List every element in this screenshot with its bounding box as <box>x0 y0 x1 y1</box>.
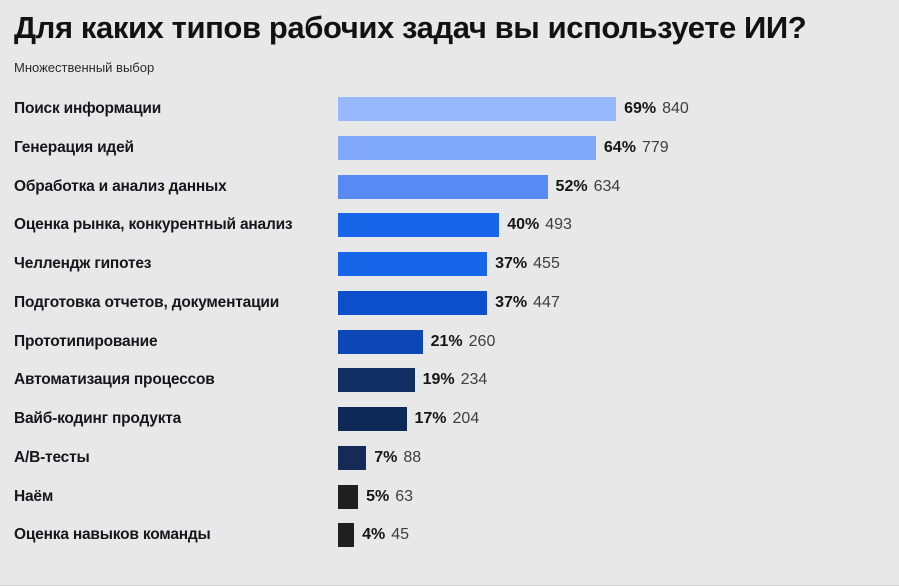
percent-label: 7% <box>374 448 398 466</box>
category-label: Челлендж гипотез <box>14 255 152 273</box>
bar <box>338 174 548 199</box>
category-label: Обработка и анализ данных <box>14 177 227 195</box>
bar <box>338 445 367 470</box>
percent-label: 64% <box>603 138 636 156</box>
category-label: Наём <box>14 487 54 505</box>
category-label: Подготовка отчетов, документации <box>14 293 280 311</box>
bar <box>338 97 617 122</box>
category-label: Вайб-кодинг продукта <box>14 410 182 428</box>
percent-label: 21% <box>430 332 463 350</box>
percent-label: 4% <box>362 526 386 544</box>
category-label: Поиск информации <box>14 100 162 118</box>
chart-row: Прототипирование 21% 260 <box>14 322 885 361</box>
bar-zone: 37% 447 <box>338 283 885 322</box>
count-label: 493 <box>545 216 572 234</box>
percent-label: 69% <box>624 100 657 118</box>
bar <box>338 252 488 277</box>
bar-zone: 37% 455 <box>338 245 885 284</box>
chart-row: Подготовка отчетов, документации 37% 447 <box>14 283 885 322</box>
chart-row: Обработка и анализ данных 52% 634 <box>14 167 885 206</box>
percent-label: 37% <box>495 255 528 273</box>
category-label: Генерация идей <box>14 138 134 156</box>
category-label: Оценка навыков команды <box>14 526 211 544</box>
bar <box>338 290 488 315</box>
chart-row: Челлендж гипотез 37% 455 <box>14 245 885 284</box>
chart-subtitle: Множественный выбор <box>14 59 155 75</box>
bar-zone: 64% 779 <box>338 128 885 167</box>
count-label: 88 <box>403 448 422 466</box>
percent-label: 17% <box>414 410 447 428</box>
category-label: A/B-тесты <box>14 448 90 466</box>
bar-zone: 5% 63 <box>338 477 885 516</box>
bar-chart: Поиск информации 69% 840 Генерация идей 64% 7… <box>14 90 885 555</box>
chart-row: Наём 5% 63 <box>14 477 885 516</box>
chart-row: Оценка рынка, конкурентный анализ 40% 493 <box>14 206 885 245</box>
chart-row: Автоматизация процессов 19% 234 <box>14 361 885 400</box>
chart-row: Оценка навыков команды 4% 45 <box>14 516 885 555</box>
chart-row: Генерация идей 64% 779 <box>14 128 885 167</box>
chart-row: Поиск информации 69% 840 <box>14 90 885 129</box>
bar <box>338 523 355 548</box>
percent-label: 37% <box>495 293 528 311</box>
bar-zone: 52% 634 <box>338 167 885 206</box>
chart-row: Вайб-кодинг продукта 17% 204 <box>14 400 885 439</box>
chart-row: A/B-тесты 7% 88 <box>14 438 885 477</box>
bar <box>338 213 500 238</box>
bar-zone: 4% 45 <box>338 516 885 555</box>
percent-label: 40% <box>507 216 540 234</box>
category-label: Прототипирование <box>14 332 158 350</box>
count-label: 447 <box>533 293 560 311</box>
bar-zone: 69% 840 <box>338 90 885 129</box>
bar <box>338 407 407 432</box>
bar <box>338 135 596 160</box>
percent-label: 52% <box>555 177 588 195</box>
count-label: 779 <box>641 138 669 156</box>
bar-zone: 17% 204 <box>338 400 885 439</box>
count-label: 634 <box>593 177 621 195</box>
survey-chart-page: Для каких типов рабочих задач вы использ… <box>14 10 885 555</box>
bar <box>338 368 415 393</box>
percent-label: 5% <box>366 487 390 505</box>
count-label: 234 <box>460 371 488 389</box>
percent-label: 19% <box>422 371 455 389</box>
page-title: Для каких типов рабочих задач вы использ… <box>14 10 807 45</box>
category-label: Оценка рынка, конкурентный анализ <box>14 216 293 234</box>
count-label: 63 <box>395 487 414 505</box>
bar <box>338 484 359 509</box>
bar-zone: 7% 88 <box>338 438 885 477</box>
count-label: 840 <box>662 100 689 118</box>
category-label: Автоматизация процессов <box>14 371 215 389</box>
bar-zone: 19% 234 <box>338 361 885 400</box>
bar-zone: 21% 260 <box>338 322 885 361</box>
count-label: 260 <box>468 332 496 350</box>
count-label: 45 <box>391 526 410 544</box>
bar-zone: 40% 493 <box>338 206 885 245</box>
count-label: 204 <box>452 410 480 428</box>
bar <box>338 329 423 354</box>
count-label: 455 <box>533 255 560 273</box>
